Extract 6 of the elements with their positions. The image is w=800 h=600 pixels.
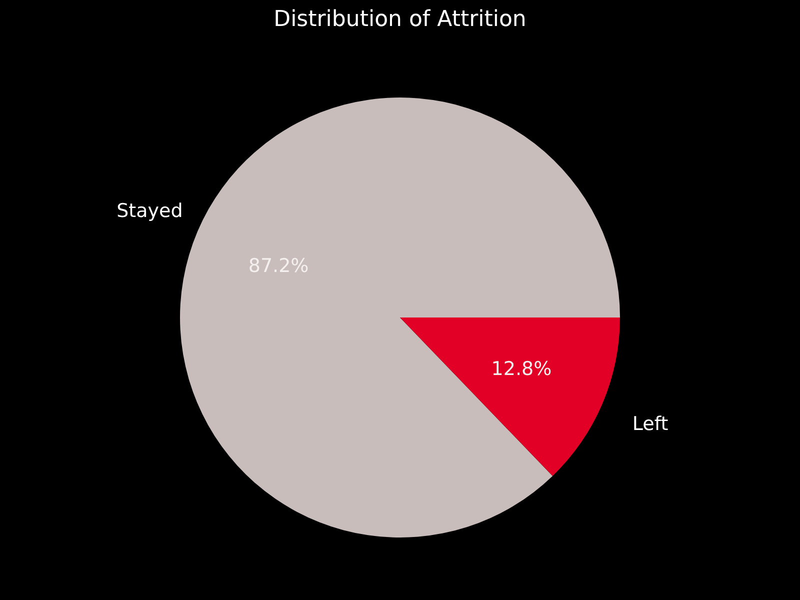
chart-title: Distribution of Attrition [274, 7, 526, 32]
pie-slice [400, 318, 620, 476]
pie-slice [180, 98, 620, 538]
data-label: 12.8% [491, 358, 552, 380]
slice-label: Stayed [116, 200, 183, 222]
slice-label: Left [632, 412, 668, 435]
